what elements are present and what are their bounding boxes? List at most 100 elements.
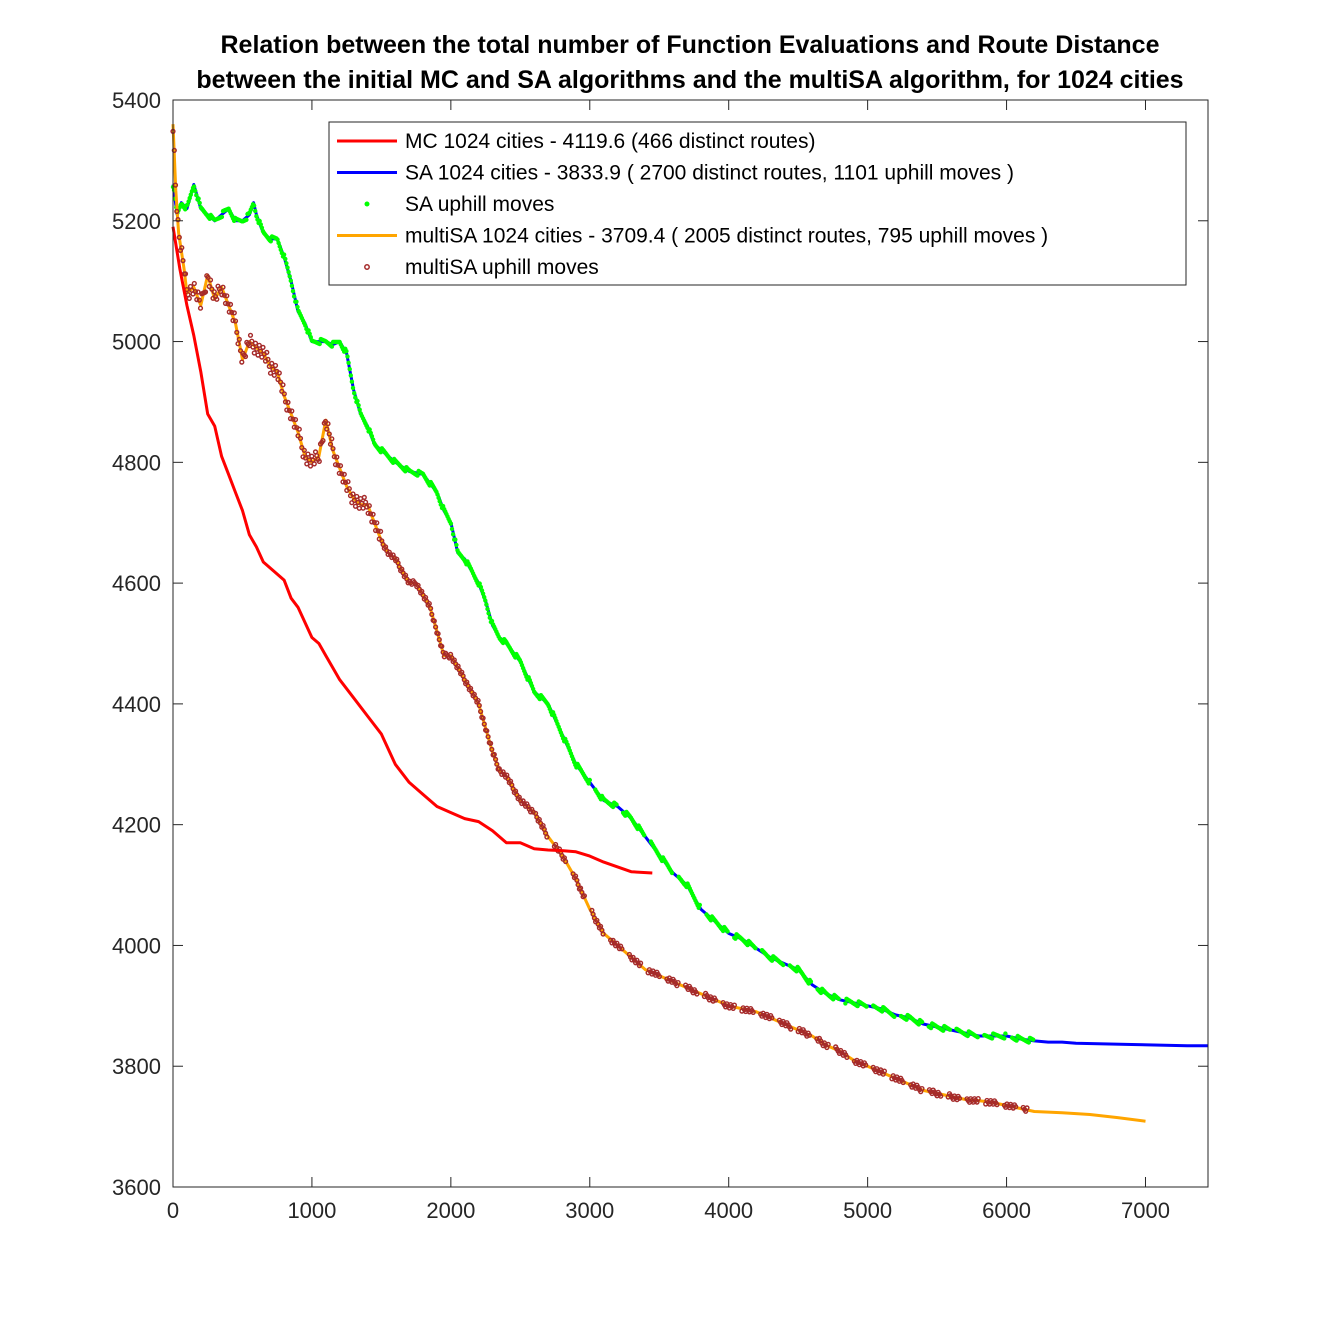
multisa-uphill-marker — [431, 618, 437, 624]
multisa-uphill-marker — [900, 1079, 906, 1086]
y-tick-label: 4400 — [112, 692, 161, 717]
multisa-uphill-marker — [1013, 1104, 1019, 1110]
sa-uphill-marker — [197, 200, 202, 206]
multisa-uphill-marker — [352, 503, 359, 509]
multisa-uphill-marker — [769, 1015, 775, 1021]
multisa-uphill-marker — [237, 348, 244, 354]
multisa-uphill-marker — [174, 208, 180, 214]
sa-uphill-marker — [489, 618, 495, 624]
series-markers-multisa-uphill — [170, 128, 1030, 1114]
sa-uphill-marker — [855, 1003, 860, 1009]
multisa-uphill-marker — [345, 479, 351, 485]
multisa-uphill-marker — [480, 715, 486, 721]
multisa-uphill-marker — [186, 295, 192, 301]
multisa-uphill-marker — [330, 446, 336, 452]
sa-uphill-marker — [610, 804, 616, 810]
sa-uphill-marker — [344, 349, 349, 354]
multisa-uphill-marker — [335, 462, 341, 468]
legend: MC 1024 cities - 4119.6 (466 distinct ro… — [328, 121, 1187, 286]
series-line-mc — [171, 226, 653, 875]
multisa-uphill-marker — [271, 372, 277, 378]
sa-uphill-marker — [928, 1025, 934, 1031]
multisa-uphill-marker — [196, 297, 202, 303]
multisa-uphill-marker — [179, 245, 185, 251]
multisa-uphill-marker — [881, 1068, 887, 1074]
sa-uphill-marker — [281, 252, 287, 257]
multisa-uphill-marker — [242, 353, 249, 360]
sa-uphill-marker — [669, 870, 675, 876]
multisa-uphill-marker — [370, 511, 376, 517]
sa-uphill-marker — [1014, 1038, 1019, 1043]
sa-uphill-marker — [253, 208, 258, 214]
multisa-uphill-marker — [290, 416, 296, 422]
chart-title-line-2: between the initial MC and SA algorithms… — [196, 66, 1183, 94]
sa-uphill-marker — [219, 214, 225, 220]
y-tick-label: 4000 — [112, 933, 161, 958]
sa-uphill-marker — [286, 269, 291, 275]
sa-uphill-marker — [843, 1001, 848, 1006]
sa-uphill-marker — [187, 195, 192, 201]
multisa-uphill-marker — [694, 991, 700, 997]
multisa-uphill-marker — [270, 366, 276, 372]
multisa-uphill-marker — [806, 1032, 812, 1038]
multisa-uphill-marker — [340, 479, 346, 485]
multisa-uphill-marker — [277, 379, 284, 385]
multisa-uphill-marker — [346, 486, 352, 492]
multisa-uphill-marker — [264, 349, 270, 355]
multisa-uphill-marker — [435, 631, 441, 637]
multisa-uphill-marker — [180, 258, 186, 264]
sa-uphill-marker — [287, 274, 292, 279]
sa-uphill-marker — [349, 379, 355, 384]
sa-uphill-marker — [185, 202, 190, 207]
multisa-uphill-marker — [324, 426, 330, 432]
multisa-uphill-marker — [192, 289, 199, 295]
sa-uphill-marker — [769, 958, 775, 963]
sa-uphill-marker — [892, 1014, 897, 1019]
multisa-uphill-marker — [234, 329, 240, 335]
multisa-uphill-marker — [250, 344, 256, 350]
multisa-uphill-marker — [230, 317, 236, 324]
multisa-uphill-marker — [227, 301, 234, 307]
multisa-uphill-marker — [276, 370, 282, 376]
multisa-uphill-marker — [337, 463, 344, 469]
multisa-uphill-marker — [202, 289, 209, 295]
sa-uphill-marker — [965, 1033, 970, 1039]
multisa-uphill-marker — [267, 370, 274, 376]
multisa-uphill-marker — [334, 454, 340, 460]
multisa-uphill-marker — [301, 447, 307, 453]
sa-uphill-marker — [1026, 1040, 1032, 1045]
multisa-uphill-marker — [919, 1085, 925, 1092]
sa-uphill-marker — [357, 407, 362, 412]
multisa-uphill-marker — [191, 280, 197, 287]
multisa-uphill-marker — [265, 356, 271, 362]
sa-uphill-marker — [367, 427, 372, 432]
sa-uphill-marker — [189, 189, 195, 194]
sa-uphill-marker — [306, 328, 311, 333]
sa-uphill-marker — [275, 237, 280, 242]
multisa-uphill-marker — [619, 946, 625, 952]
multisa-uphill-marker — [269, 360, 275, 366]
multisa-uphill-marker — [325, 421, 331, 427]
sa-uphill-marker — [268, 239, 273, 244]
multisa-uphill-marker — [329, 436, 335, 442]
sa-uphill-marker — [941, 1028, 946, 1033]
multisa-uphill-marker — [254, 346, 260, 352]
legend-label: SA 1024 cities - 3833.9 ( 2700 distinct … — [405, 162, 1014, 185]
multisa-uphill-marker — [544, 834, 550, 840]
sa-uphill-marker — [437, 499, 442, 504]
multisa-uphill-marker — [351, 497, 357, 503]
sa-uphill-marker — [753, 946, 758, 951]
x-tick-label: 1000 — [287, 1198, 336, 1223]
multisa-uphill-marker — [938, 1093, 944, 1099]
sa-uphill-marker — [254, 214, 259, 219]
multisa-uphill-marker — [493, 756, 499, 762]
legend-swatch-marker — [364, 201, 370, 207]
sa-uphill-marker — [350, 385, 356, 391]
x-tick-label: 2000 — [426, 1198, 475, 1223]
multisa-uphill-marker — [484, 728, 490, 734]
multisa-uphill-marker — [332, 462, 339, 468]
sa-uphill-marker — [480, 591, 486, 596]
sa-uphill-marker — [194, 193, 199, 198]
multisa-uphill-marker — [239, 359, 245, 365]
legend-box — [328, 121, 1187, 286]
